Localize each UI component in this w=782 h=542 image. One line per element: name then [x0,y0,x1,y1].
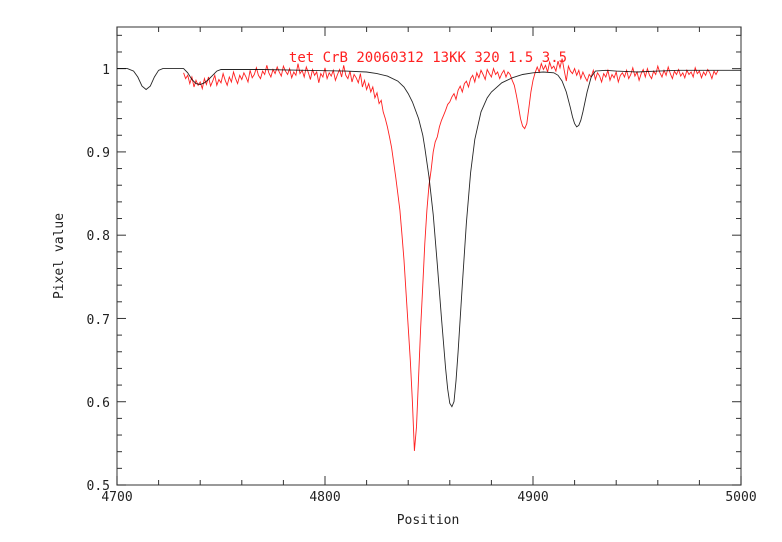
axis-ticks [116,27,742,486]
y-tick-label-0.6: 0.6 [87,396,110,411]
y-tick-label-0.7: 0.7 [87,313,110,328]
plot-title: tet CrB 20060312 13KK 320 1.5 3.5 [289,50,567,66]
y-tick-label-0.5: 0.5 [87,479,110,494]
plot-frame [116,26,742,486]
x-tick-label-5000: 5000 [725,490,756,505]
y-axis-title: Pixel value [52,213,67,299]
series-layer [117,58,741,451]
model-spectrum-line [117,68,741,408]
plot-border [116,26,742,486]
y-tick-label-0.8: 0.8 [87,229,110,244]
observed-spectrum-line [183,58,719,451]
x-tick-label-4900: 4900 [517,490,548,505]
x-tick-label-4700: 4700 [101,490,132,505]
y-tick-label-1: 1 [102,63,110,78]
x-axis-title: Position [397,513,460,528]
y-tick-label-0.9: 0.9 [87,146,110,161]
x-tick-label-4800: 4800 [309,490,340,505]
